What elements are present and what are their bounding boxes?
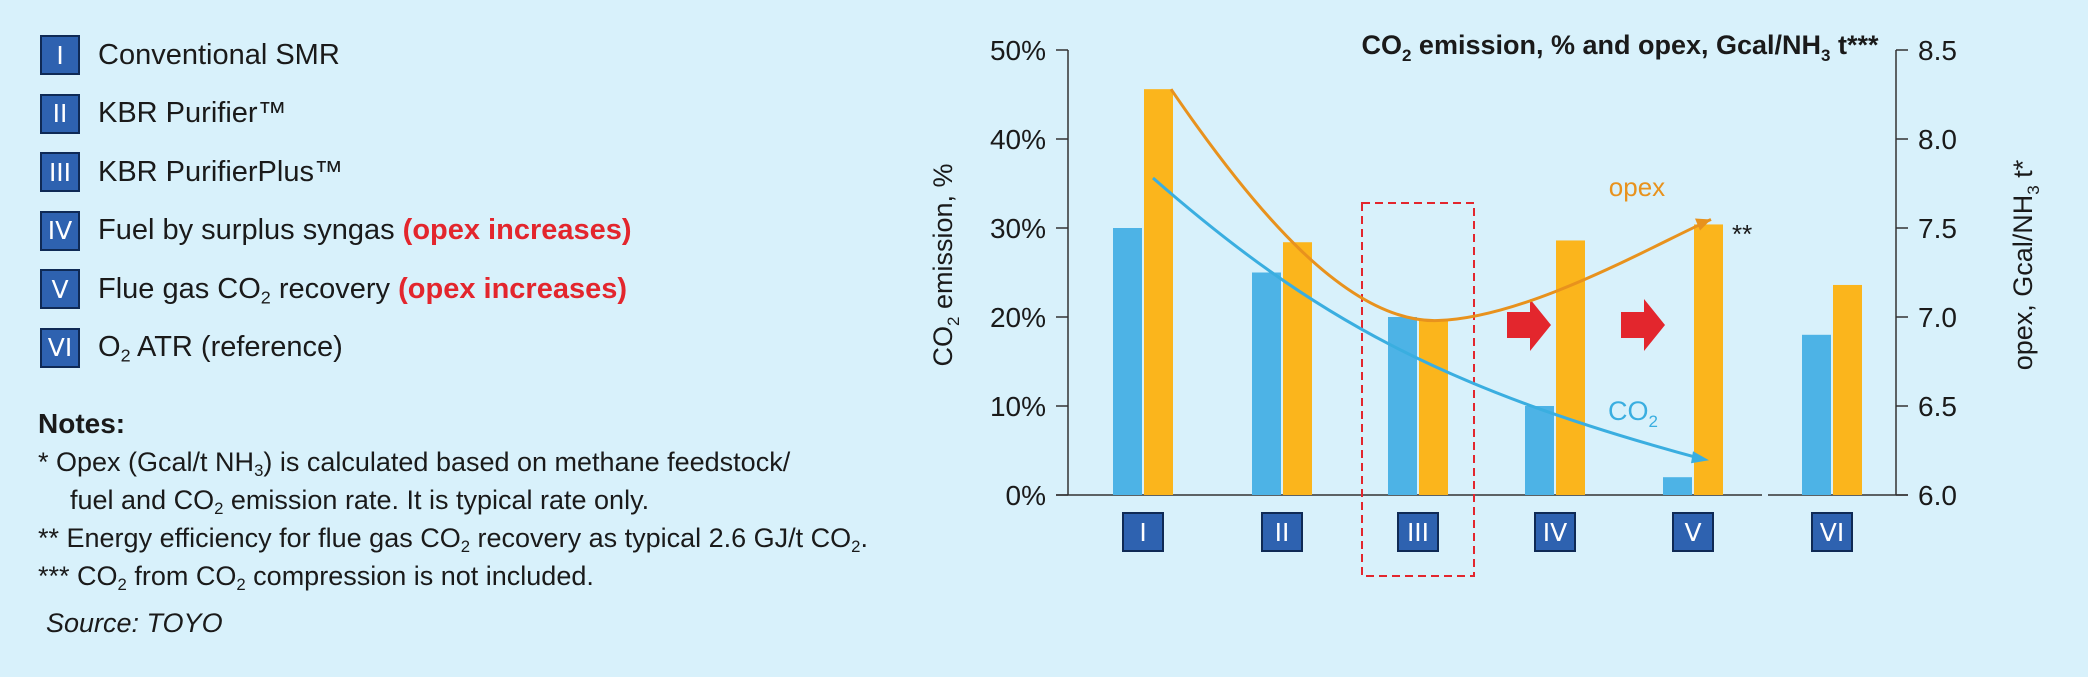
y-tick-label-right: 6.0 bbox=[1918, 480, 1957, 511]
y-tick-label-left: 40% bbox=[990, 124, 1046, 155]
y-axis-right-label: opex, Gcal/NH3 t* bbox=[2008, 159, 2043, 370]
y-axis-left-label: CO2 emission, % bbox=[928, 163, 963, 366]
bar-co2-emission bbox=[1802, 334, 1831, 495]
axes: 0% 10% 20% 30% 40% 50% 6.0 6.5 7.0 7.5 8.0 8.5 bbox=[990, 35, 1957, 577]
legend-label: Flue gas CO2 recovery (opex increases) bbox=[98, 272, 628, 308]
roman-badge: V bbox=[40, 269, 80, 310]
legend-item: III KBR PurifierPlus™ bbox=[40, 143, 632, 202]
legend-label: KBR Purifier™ bbox=[98, 97, 287, 130]
legend-item: I Conventional SMR bbox=[40, 26, 632, 85]
trend-lines bbox=[1152, 88, 1712, 464]
category-badge bbox=[1397, 512, 1439, 552]
y-tick-label-right: 8.5 bbox=[1918, 35, 1957, 66]
double-star-marker: ** bbox=[1732, 219, 1752, 249]
category-badge bbox=[1534, 512, 1576, 552]
legend-item: II KBR Purifier™ bbox=[40, 85, 632, 144]
legend-label: O2 ATR (reference) bbox=[98, 331, 343, 366]
legend-item: V Flue gas CO2 recovery (opex increases) bbox=[40, 260, 632, 319]
chart-title: CO2 emission, % and opex, Gcal/NH3 t*** bbox=[1361, 30, 1879, 65]
bar-opex bbox=[1556, 240, 1585, 495]
source-credit: Source: TOYO bbox=[46, 608, 223, 638]
category-badge bbox=[1811, 512, 1853, 552]
y-tick-label-right: 7.5 bbox=[1918, 213, 1957, 244]
note-line: ** Energy efficiency for flue gas CO2 re… bbox=[38, 523, 868, 557]
category-label: IV bbox=[1543, 518, 1567, 547]
bar-co2-emission bbox=[1388, 317, 1417, 495]
category-label: V bbox=[1684, 518, 1701, 547]
notes: Notes: * Opex (Gcal/t NH3) is calculated… bbox=[38, 405, 868, 595]
note-line: *** CO2 from CO2 compression is not incl… bbox=[38, 561, 594, 595]
opex-trend-label: opex bbox=[1609, 172, 1665, 202]
y-tick-label-right: 7.0 bbox=[1918, 302, 1957, 333]
note-line: * Opex (Gcal/t NH3) is calculated based … bbox=[38, 447, 791, 481]
co2-trend-label: CO2 bbox=[1608, 396, 1658, 431]
legend-item: VI O2 ATR (reference) bbox=[40, 319, 632, 378]
red-arrow-icon bbox=[1507, 299, 1551, 351]
category-label: II bbox=[1275, 518, 1290, 547]
category-label: III bbox=[1407, 518, 1429, 547]
bar-opex bbox=[1283, 242, 1312, 495]
roman-badge: I bbox=[40, 35, 80, 76]
legend: I Conventional SMR II KBR Purifier™ III … bbox=[40, 26, 632, 377]
legend-label: Conventional SMR bbox=[98, 38, 340, 71]
bar-opex bbox=[1419, 320, 1448, 495]
labels: CO2 emission, % and opex, Gcal/NH3 t*** … bbox=[928, 30, 2043, 431]
co2-arrowhead-icon bbox=[1691, 451, 1709, 464]
y-tick-label-left: 10% bbox=[990, 391, 1046, 422]
category-label: I bbox=[1139, 518, 1146, 547]
category-label: VI bbox=[1820, 518, 1844, 547]
y-tick-label-left: 50% bbox=[990, 35, 1046, 66]
category-badge bbox=[1122, 512, 1164, 552]
legend-label: Fuel by surplus syngas (opex increases) bbox=[98, 214, 632, 247]
bar-co2-emission bbox=[1663, 477, 1692, 495]
opex-trend-line bbox=[1169, 88, 1712, 323]
bar-opex bbox=[1833, 284, 1862, 495]
opex-arrowhead-icon bbox=[1695, 218, 1711, 231]
y-tick-label-right: 6.5 bbox=[1918, 391, 1957, 422]
co2-trend-line bbox=[1152, 176, 1704, 461]
bar-co2-emission bbox=[1525, 406, 1554, 495]
bar-opex bbox=[1694, 224, 1723, 495]
y-tick-label-left: 30% bbox=[990, 213, 1046, 244]
y-tick-label-left: 0% bbox=[1006, 480, 1046, 511]
category-badge bbox=[1261, 512, 1303, 552]
roman-badge: IV bbox=[40, 210, 80, 251]
legend-item: IV Fuel by surplus syngas (opex increase… bbox=[40, 202, 632, 261]
bar-co2-emission bbox=[1252, 272, 1281, 495]
legend-label: KBR PurifierPlus™ bbox=[98, 155, 343, 188]
highlight-box bbox=[1361, 202, 1475, 577]
notes-title: Notes: bbox=[38, 408, 126, 439]
bar-opex bbox=[1144, 89, 1173, 495]
bar-co2-emission bbox=[1113, 228, 1142, 495]
bars: I II III IV V VI bbox=[1113, 89, 1862, 552]
roman-badge: II bbox=[40, 93, 80, 134]
note-line: fuel and CO2 emission rate. It is typica… bbox=[70, 485, 650, 519]
y-tick-label-left: 20% bbox=[990, 302, 1046, 333]
roman-badge: VI bbox=[40, 327, 80, 368]
roman-badge: III bbox=[40, 152, 80, 193]
category-badge bbox=[1672, 512, 1714, 552]
y-tick-label-right: 8.0 bbox=[1918, 124, 1957, 155]
red-arrow-icon bbox=[1621, 299, 1665, 351]
